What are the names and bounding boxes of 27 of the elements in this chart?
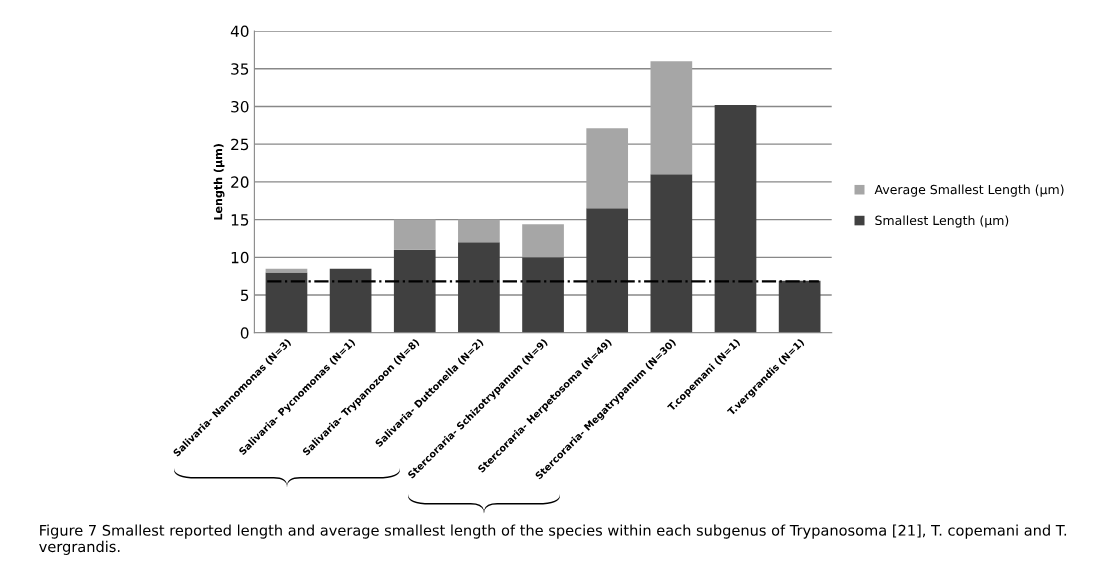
bar bbox=[458, 219, 500, 243]
bar bbox=[329, 268, 372, 333]
bar bbox=[458, 242, 500, 333]
bar bbox=[586, 208, 629, 333]
bar bbox=[265, 272, 308, 333]
bar bbox=[586, 128, 629, 209]
caption: Figure 7 Smallest reported length and average smallest length of the species within each subgenus of Trypanosoma [21], T. copemani and T. vergrandis. bbox=[39, 524, 1067, 555]
y-tick-label: 40 bbox=[230, 25, 249, 38]
y-tick-label: 10 bbox=[231, 251, 249, 264]
legend-label: Average Smallest Length (µm) bbox=[874, 184, 1064, 197]
bar bbox=[650, 61, 693, 175]
y-axis-title: Length (µm) bbox=[213, 144, 225, 220]
legend-label: Smallest Length (µm) bbox=[875, 215, 1009, 228]
bar bbox=[522, 224, 564, 258]
bar bbox=[714, 104, 757, 333]
bar bbox=[522, 257, 564, 333]
bar bbox=[650, 174, 693, 333]
y-tick-label: 20 bbox=[231, 176, 249, 188]
y-tick-label: 30 bbox=[231, 100, 249, 113]
y-tick-label: 15 bbox=[231, 214, 249, 226]
y-tick-label: 35 bbox=[231, 63, 249, 75]
y-tick-label: 5 bbox=[240, 289, 249, 302]
y-tick-label: 0 bbox=[240, 327, 249, 339]
bar bbox=[393, 249, 436, 333]
bar bbox=[778, 280, 821, 333]
bar bbox=[393, 219, 436, 250]
y-tick-label: 25 bbox=[231, 138, 249, 151]
